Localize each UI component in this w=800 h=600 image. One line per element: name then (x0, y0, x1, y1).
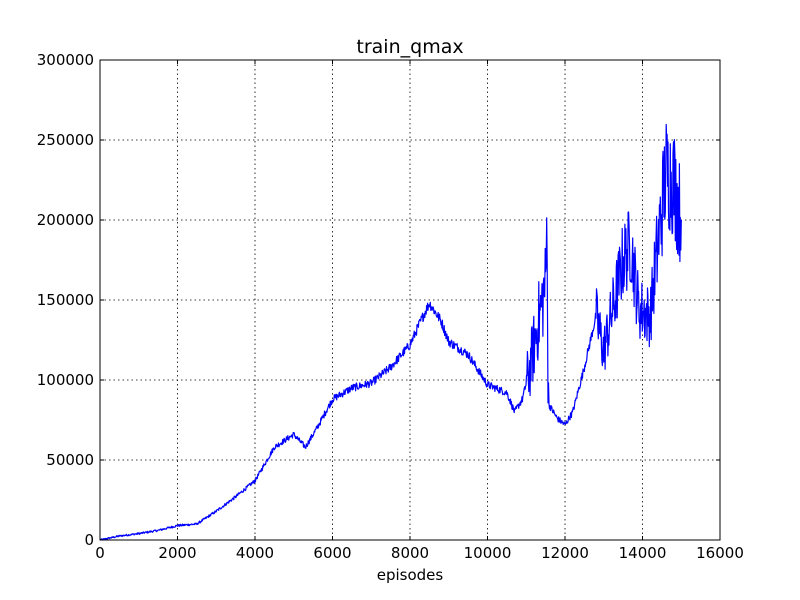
x-tick-label: 10000 (464, 544, 512, 562)
axis-ticks (99, 59, 721, 541)
y-tick-label: 150000 (37, 291, 94, 309)
series-line (99, 123, 682, 541)
y-tick-label: 0 (84, 531, 94, 549)
grid-lines (100, 60, 720, 540)
y-tick-label: 50000 (46, 451, 94, 469)
x-tick-label: 0 (95, 544, 105, 562)
x-axis-title: episodes (377, 566, 444, 584)
x-tick-label: 4000 (236, 544, 274, 562)
x-tick-label: 12000 (541, 544, 589, 562)
y-tick-label: 300000 (37, 51, 94, 69)
plot-area (99, 59, 721, 541)
x-tick-label: 2000 (158, 544, 196, 562)
y-tick-label: 100000 (37, 371, 94, 389)
y-tick-label: 200000 (37, 211, 94, 229)
x-tick-label: 6000 (313, 544, 351, 562)
chart-title: train_qmax (356, 36, 463, 58)
x-tick-label: 14000 (619, 544, 667, 562)
y-tick-label: 250000 (37, 131, 94, 149)
y-tick-labels: 0 50000 100000 150000 200000 250000 300000 (37, 51, 94, 549)
x-tick-label: 8000 (391, 544, 429, 562)
x-tick-labels: 0 2000 4000 6000 8000 10000 12000 14000 16000 (95, 544, 744, 562)
x-tick-label: 16000 (696, 544, 744, 562)
